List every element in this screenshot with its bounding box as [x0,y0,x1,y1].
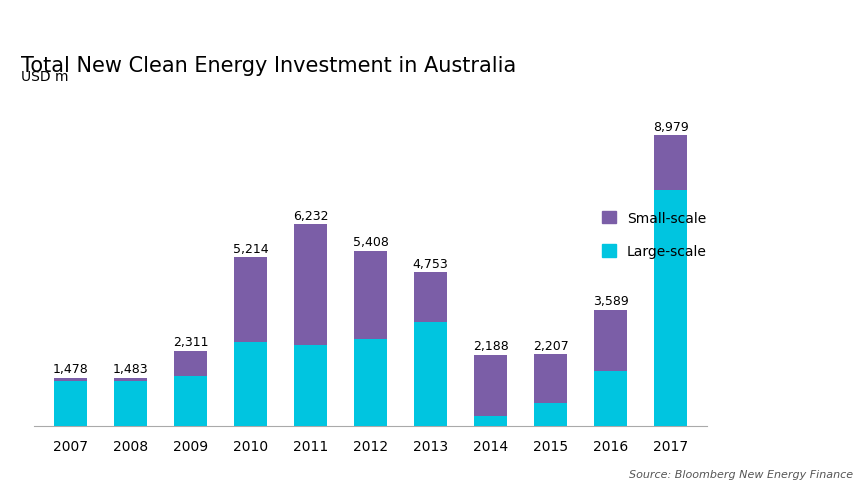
Bar [354,251,387,339]
Bar [534,355,567,403]
Bar [593,371,627,426]
Text: USD m: USD m [21,70,69,84]
Bar [54,378,87,381]
Bar [174,376,207,426]
Text: 6,232: 6,232 [293,209,328,222]
Text: 1,478: 1,478 [53,363,89,376]
Bar [174,351,207,376]
Text: 5,214: 5,214 [232,242,268,255]
Bar [534,403,567,426]
Text: 8,979: 8,979 [652,121,688,134]
Bar [413,323,447,426]
Bar [653,136,686,190]
Bar [593,310,627,371]
Text: Source: Bloomberg New Energy Finance: Source: Bloomberg New Energy Finance [629,469,852,479]
Text: 5,408: 5,408 [352,236,388,249]
Legend: Small-scale, Large-scale: Small-scale, Large-scale [601,212,706,259]
Bar [294,225,327,345]
Text: 2,188: 2,188 [473,340,508,353]
Bar [653,190,686,426]
Bar [114,381,147,426]
Text: 4,753: 4,753 [412,257,448,270]
Bar [54,381,87,426]
Text: 3,589: 3,589 [592,295,628,307]
Text: 2,207: 2,207 [532,339,568,352]
Bar [294,345,327,426]
Bar [114,378,147,381]
Bar [413,272,447,323]
Text: 1,483: 1,483 [113,363,148,376]
Bar [474,416,506,426]
Bar [234,342,267,426]
Text: Total New Clean Energy Investment in Australia: Total New Clean Energy Investment in Aus… [21,56,516,76]
Bar [474,355,506,416]
Text: 2,311: 2,311 [172,336,208,349]
Bar [234,257,267,342]
Bar [354,339,387,426]
